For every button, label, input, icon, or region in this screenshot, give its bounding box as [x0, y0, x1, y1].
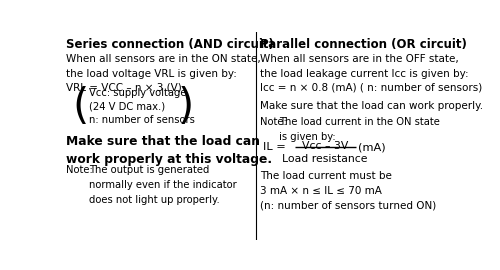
Text: (24 V DC max.): (24 V DC max.) [89, 102, 165, 112]
Text: When all sensors are in the OFF state,: When all sensors are in the OFF state, [260, 54, 459, 64]
Text: normally even if the indicator: normally even if the indicator [89, 180, 236, 190]
Text: is given by:: is given by: [278, 131, 336, 141]
Text: Make sure that the load can: Make sure that the load can [66, 135, 260, 148]
Text: n: number of sensors: n: number of sensors [89, 115, 194, 125]
Text: Vcc – 3V: Vcc – 3V [302, 141, 348, 151]
Text: Load resistance: Load resistance [282, 154, 368, 164]
Text: VRL = VCC – n × 3 (V): VRL = VCC – n × 3 (V) [66, 82, 182, 92]
Text: Parallel connection (OR circuit): Parallel connection (OR circuit) [260, 38, 467, 50]
Text: the load leakage current Icc is given by:: the load leakage current Icc is given by… [260, 69, 469, 79]
Text: Vcc: supply voltage: Vcc: supply voltage [89, 88, 186, 98]
Text: Make sure that the load can work properly.: Make sure that the load can work properl… [260, 101, 483, 111]
Text: (n: number of sensors turned ON): (n: number of sensors turned ON) [260, 201, 436, 211]
Text: When all sensors are in the ON state,: When all sensors are in the ON state, [66, 54, 261, 64]
Text: Note:: Note: [66, 165, 93, 175]
Text: 3 mA × n ≤ IL ≤ 70 mA: 3 mA × n ≤ IL ≤ 70 mA [260, 185, 382, 196]
Text: does not light up properly.: does not light up properly. [89, 195, 220, 205]
Text: Series connection (AND circuit): Series connection (AND circuit) [66, 38, 274, 50]
Text: Note:: Note: [260, 117, 287, 127]
Text: IL =: IL = [263, 142, 286, 152]
Text: the load voltage VRL is given by:: the load voltage VRL is given by: [66, 69, 237, 79]
Text: The load current must be: The load current must be [260, 171, 392, 181]
Text: (: ( [72, 86, 88, 128]
Text: The output is generated: The output is generated [89, 165, 209, 175]
Text: (mA): (mA) [358, 142, 386, 152]
Text: ): ) [178, 86, 194, 128]
Text: Icc = n × 0.8 (mA) ( n: number of sensors): Icc = n × 0.8 (mA) ( n: number of sensor… [260, 82, 482, 92]
Text: The load current in the ON state: The load current in the ON state [278, 117, 440, 127]
Text: work properly at this voltage.: work properly at this voltage. [66, 153, 272, 166]
